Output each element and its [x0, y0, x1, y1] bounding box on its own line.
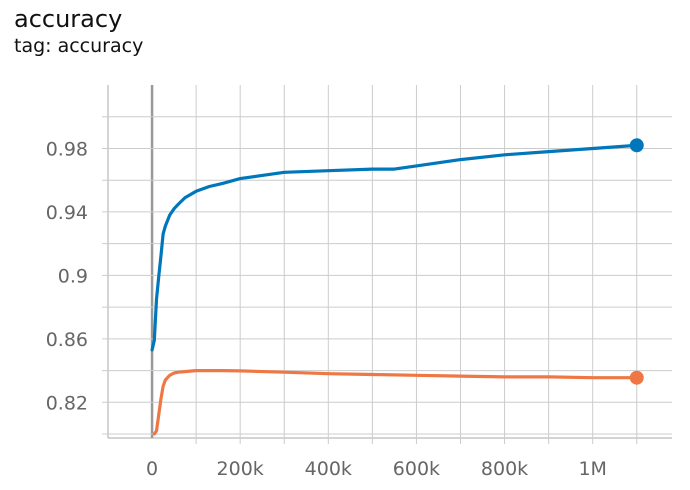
series-line-1	[152, 369, 639, 436]
x-tick-label: 800k	[481, 458, 528, 480]
series-layer	[150, 138, 644, 436]
chart-title: accuracy	[14, 5, 123, 33]
x-tick-label: 200k	[217, 458, 264, 480]
x-tick-label: 0	[146, 458, 158, 480]
y-tick-label: 0.86	[46, 329, 88, 351]
series-end-marker-0[interactable]	[629, 138, 644, 153]
x-tick-label: 600k	[393, 458, 440, 480]
x-tick-label: 1M	[578, 458, 606, 480]
y-tick-label: 0.9	[58, 265, 88, 287]
chart-header: accuracy tag: accuracy	[14, 4, 143, 58]
series-line-0	[150, 143, 639, 352]
series-end-marker-1[interactable]	[629, 370, 644, 385]
chart-tag: tag: accuracy	[14, 35, 144, 57]
grid-layer	[102, 85, 672, 444]
x-tick-label: 400k	[305, 458, 352, 480]
tick-label-layer: 0 200k 400k 600k 800k 1M 0.82 0.86 0.9 0.94 0.98	[46, 138, 607, 480]
y-tick-label: 0.94	[46, 202, 88, 224]
y-tick-label: 0.98	[46, 138, 88, 160]
y-tick-label: 0.82	[46, 392, 88, 414]
